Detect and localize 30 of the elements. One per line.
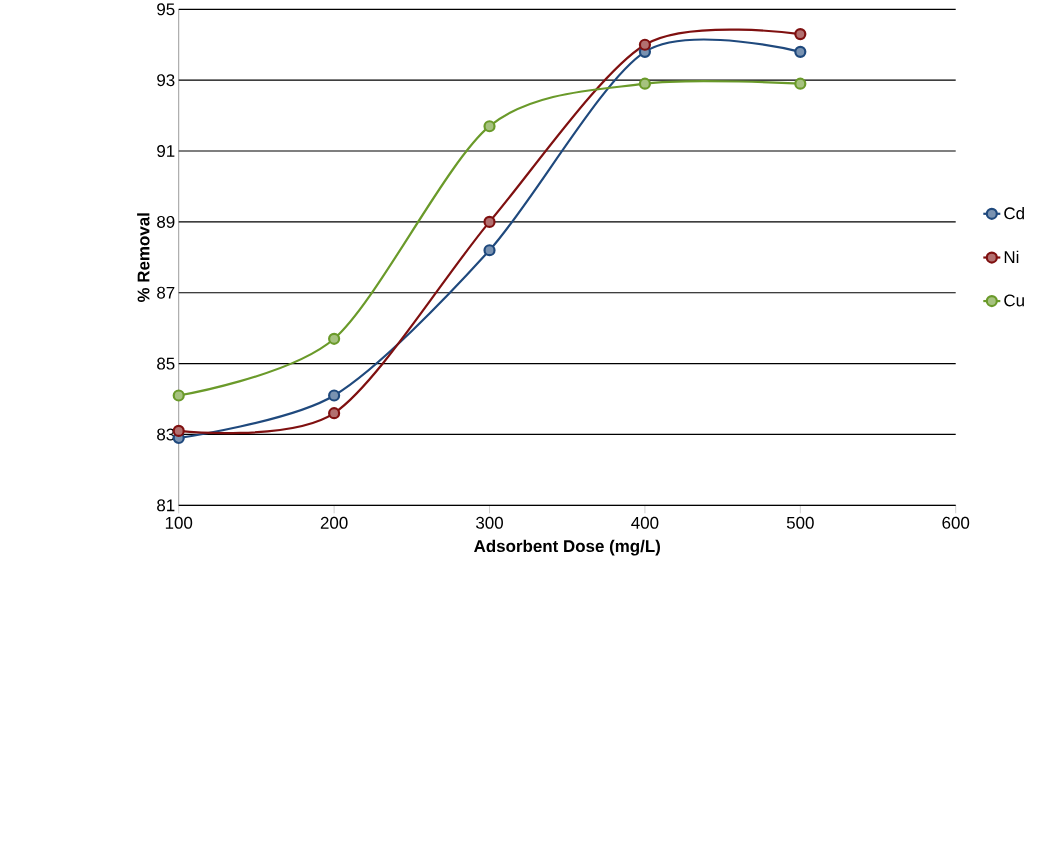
y-tick-label: 91 <box>157 145 175 158</box>
point <box>794 77 807 91</box>
x-tick-label: 100 <box>165 517 193 530</box>
y-tick-label: 89 <box>157 216 175 229</box>
point <box>328 332 341 346</box>
point <box>794 28 807 41</box>
point <box>172 389 185 402</box>
x-tick-label: 200 <box>320 517 348 530</box>
point <box>328 389 341 402</box>
y-axis-title: % Removal <box>137 213 150 303</box>
point <box>483 244 496 257</box>
point <box>794 45 807 59</box>
point <box>328 407 341 420</box>
x-tick-label: 600 <box>942 517 970 530</box>
point <box>638 38 652 52</box>
y-tick-label: 87 <box>157 286 175 299</box>
x-tick-label: 300 <box>476 517 503 530</box>
point <box>483 120 496 133</box>
y-tick-label: 81 <box>157 499 175 512</box>
legend-label: Ni <box>1004 250 1019 264</box>
point <box>483 215 496 229</box>
x-tick-label: 500 <box>786 517 814 530</box>
y-tick-label: 85 <box>157 357 175 370</box>
y-tick-label: 93 <box>157 74 175 87</box>
y-tick-label: 95 <box>157 3 175 16</box>
legend-label: Cd <box>1004 207 1024 220</box>
x-tick-label: 400 <box>631 517 659 530</box>
legend-label: Cu <box>1004 294 1024 307</box>
point <box>638 77 652 91</box>
x-axis-title: Adsorbent Dose (mg/L) <box>474 539 660 556</box>
